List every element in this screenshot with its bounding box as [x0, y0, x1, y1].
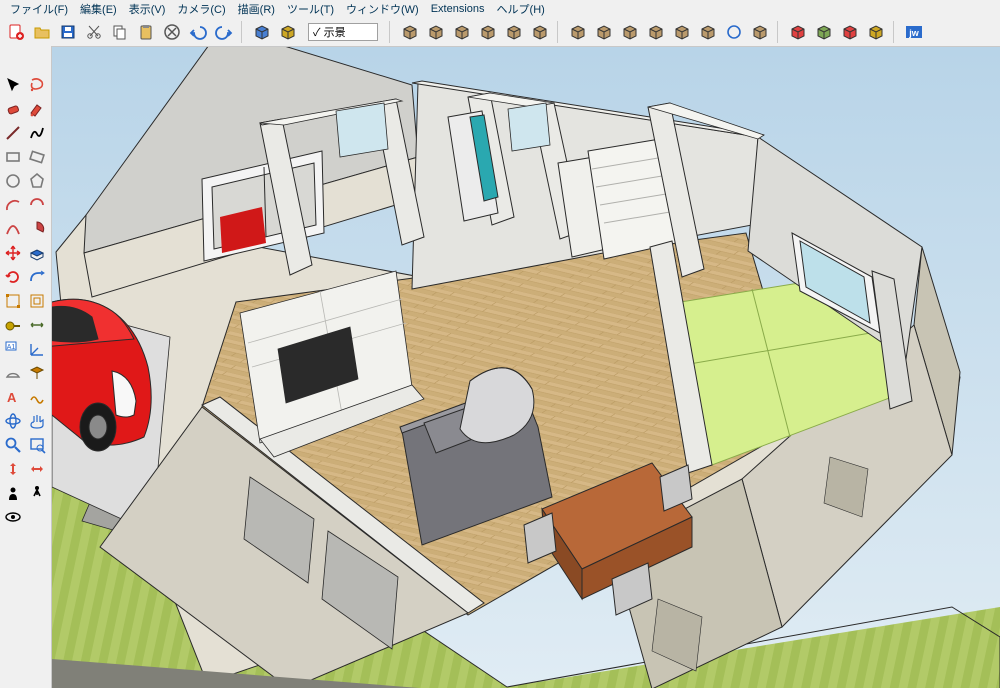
redo-button[interactable] [212, 20, 236, 44]
extmgr-button[interactable] [864, 20, 888, 44]
iso-button[interactable] [398, 20, 422, 44]
copy-button[interactable] [108, 20, 132, 44]
model-button[interactable] [250, 20, 274, 44]
tool-text[interactable]: A1 [2, 338, 24, 360]
components-button[interactable] [592, 20, 616, 44]
tool-polygon[interactable] [26, 170, 48, 192]
tool-rect[interactable] [2, 146, 24, 168]
tool-dimension[interactable] [26, 314, 48, 336]
tool-scale[interactable] [2, 290, 24, 312]
tool-section[interactable] [26, 362, 48, 384]
viewport-3d[interactable] [52, 46, 1000, 688]
svg-text:A: A [7, 390, 17, 405]
menu-extensions[interactable]: Extensions [425, 2, 491, 16]
outliner-button[interactable] [566, 20, 590, 44]
tool-protractor[interactable] [2, 362, 24, 384]
save-button[interactable] [56, 20, 80, 44]
layers-button[interactable] [670, 20, 694, 44]
3dwh-button[interactable] [786, 20, 810, 44]
tool-zoom[interactable] [2, 434, 24, 456]
svg-text:jw: jw [908, 28, 920, 38]
tool-eraser[interactable] [2, 98, 24, 120]
front-button[interactable] [450, 20, 474, 44]
tool-walk[interactable] [26, 482, 48, 504]
tool-arc[interactable] [2, 194, 24, 216]
menu-edit[interactable]: 編集(E) [74, 0, 123, 18]
tool-tape[interactable] [2, 314, 24, 336]
menu-window[interactable]: ウィンドウ(W) [340, 0, 425, 18]
tool-rotrect[interactable] [26, 146, 48, 168]
extwh-button[interactable] [838, 20, 862, 44]
menu-draw[interactable]: 描画(R) [232, 0, 281, 18]
open-button[interactable] [30, 20, 54, 44]
top-button[interactable] [424, 20, 448, 44]
tool-position[interactable] [2, 482, 24, 504]
tool-curve[interactable] [2, 218, 24, 240]
share-button[interactable] [812, 20, 836, 44]
tool-look[interactable] [2, 506, 24, 528]
materials-button[interactable] [618, 20, 642, 44]
cut-button[interactable] [82, 20, 106, 44]
tool-sandbox[interactable] [26, 386, 48, 408]
tool-3dtext[interactable]: A [2, 386, 24, 408]
jw-button[interactable]: jw [902, 20, 926, 44]
menu-bar: ファイル(F) 編集(E) 表示(V) カメラ(C) 描画(R) ツール(T) … [0, 0, 1000, 18]
tool-followme[interactable] [26, 266, 48, 288]
tool-zoomext[interactable] [2, 458, 24, 480]
left-toolbar: A1 A [0, 46, 52, 688]
back-button[interactable] [502, 20, 526, 44]
tool-lasso[interactable] [26, 74, 48, 96]
tool-offset[interactable] [26, 290, 48, 312]
tool-arc2[interactable] [26, 194, 48, 216]
tool-select[interactable] [2, 74, 24, 96]
delete-button[interactable] [160, 20, 184, 44]
tool-paint[interactable] [26, 98, 48, 120]
tool-zoomwin[interactable] [26, 434, 48, 456]
shadows-button[interactable] [696, 20, 720, 44]
paste-button[interactable] [134, 20, 158, 44]
tool-freehand[interactable] [26, 122, 48, 144]
tool-rotate[interactable] [2, 266, 24, 288]
scenes-button[interactable] [748, 20, 772, 44]
menu-tools[interactable]: ツール(T) [281, 0, 340, 18]
tool-pie[interactable] [26, 218, 48, 240]
tool-move[interactable] [2, 242, 24, 264]
tool-orbit[interactable] [2, 410, 24, 432]
menu-file[interactable]: ファイル(F) [4, 0, 74, 18]
tool-pan[interactable] [26, 410, 48, 432]
tool-prev[interactable] [26, 458, 48, 480]
top-toolbar: ✓ 示景 jw [0, 18, 1000, 46]
tool-pushpull[interactable] [26, 242, 48, 264]
menu-help[interactable]: ヘルプ(H) [491, 0, 551, 18]
tool-axes[interactable] [26, 338, 48, 360]
left-button[interactable] [528, 20, 552, 44]
svg-text:A1: A1 [7, 344, 16, 351]
undo-button[interactable] [186, 20, 210, 44]
fog-button[interactable] [722, 20, 746, 44]
right-button[interactable] [476, 20, 500, 44]
new-button[interactable] [4, 20, 28, 44]
slot-button[interactable] [276, 20, 300, 44]
menu-camera[interactable]: カメラ(C) [171, 0, 231, 18]
styles-button[interactable] [644, 20, 668, 44]
menu-view[interactable]: 表示(V) [123, 0, 172, 18]
tool-line[interactable] [2, 122, 24, 144]
scene-label: ✓ 示景 [308, 23, 378, 41]
scene-selector[interactable]: ✓ 示景 [308, 23, 378, 41]
tool-circle[interactable] [2, 170, 24, 192]
